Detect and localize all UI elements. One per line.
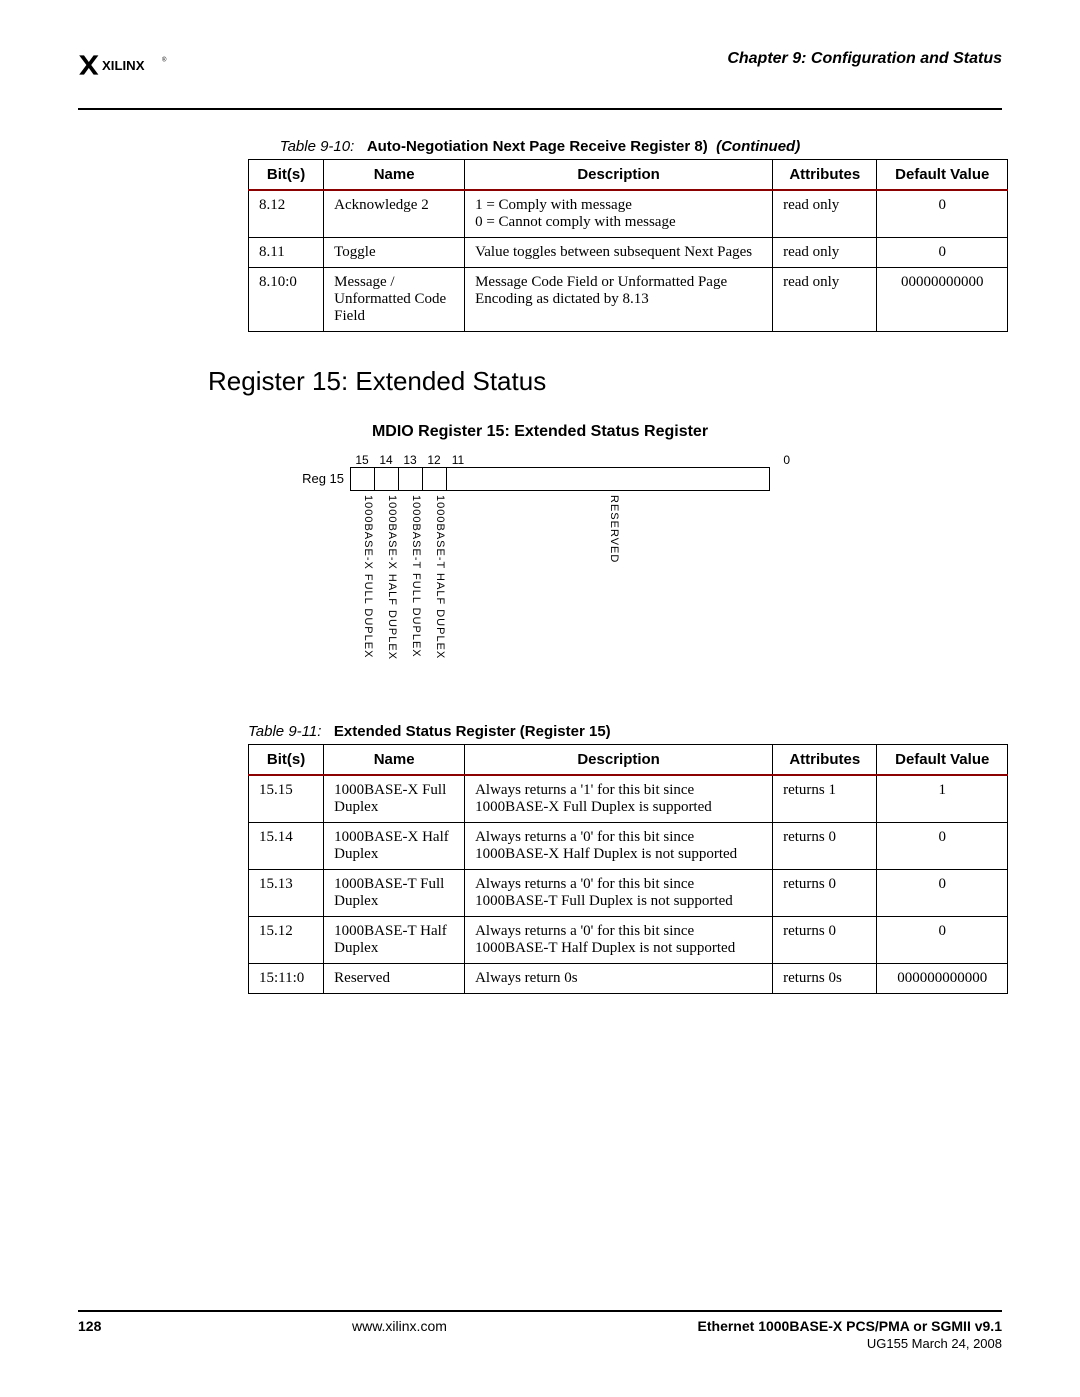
bit-label: 1000BASE-T HALF DUPLEX [422,493,446,693]
register-diagram: 15 14 13 12 11 0 Reg 15 1000BASE-X FULL … [290,453,790,693]
bit-num-zero: 0 [766,453,790,467]
bit-num: 15 [350,453,374,467]
table1-caption: Table 9-10: Auto-Negotiation Next Page R… [78,138,1002,155]
diagram-title: MDIO Register 15: Extended Status Regist… [78,423,1002,441]
table-cell: read only [773,268,877,332]
table-cell: returns 0 [773,917,877,964]
table-cell: Always returns a '0' for this bit since … [465,823,773,870]
table2-th-desc: Description [465,745,773,776]
header-rule [78,108,1002,110]
table2: Bit(s) Name Description Attributes Defau… [248,744,1008,994]
reg-label: Reg 15 [290,467,350,486]
table-cell: 15.12 [249,917,324,964]
table-cell: 000000000000 [877,964,1008,994]
table-cell: returns 0s [773,964,877,994]
table-cell: Message Code Field or Unformatted Page E… [465,268,773,332]
table-cell: Reserved [324,964,465,994]
table1: Bit(s) Name Description Attributes Defau… [248,159,1008,332]
table2-th-bits: Bit(s) [249,745,324,776]
table-row: 15.131000BASE-T Full DuplexAlways return… [249,870,1008,917]
table1-th-attr: Attributes [773,160,877,191]
footer-url: www.xilinx.com [352,1318,447,1334]
table-row: 15.151000BASE-X Full DuplexAlways return… [249,775,1008,823]
table-cell: 0 [877,238,1008,268]
bit-label: 1000BASE-X FULL DUPLEX [350,493,374,693]
table-cell: read only [773,190,877,238]
bit-label: 1000BASE-X HALF DUPLEX [374,493,398,693]
table-row: 15.121000BASE-T Half DuplexAlways return… [249,917,1008,964]
table-cell: Always returns a '1' for this bit since … [465,775,773,823]
bit-num: 12 [422,453,446,467]
svg-text:XILINX: XILINX [102,58,145,73]
table-cell: Value toggles between subsequent Next Pa… [465,238,773,268]
table1-th-name: Name [324,160,465,191]
section-heading-extended-status: Register 15: Extended Status [208,366,1002,397]
table-cell: 15.14 [249,823,324,870]
reg-boxes [350,467,770,491]
table-cell: Always returns a '0' for this bit since … [465,870,773,917]
table-cell: read only [773,238,877,268]
table-cell: returns 0 [773,823,877,870]
bit-cell [423,468,447,490]
bit-num: 14 [374,453,398,467]
table-row: 8.11ToggleValue toggles between subseque… [249,238,1008,268]
table-cell: Toggle [324,238,465,268]
table-cell: 8.10:0 [249,268,324,332]
table1-th-desc: Description [465,160,773,191]
bit-cell [351,468,375,490]
table-cell: 0 [877,917,1008,964]
svg-text:®: ® [162,56,167,63]
footer-rule [78,1310,1002,1312]
bit-cell [375,468,399,490]
bit-num: 11 [446,453,470,467]
table-cell: 1 = Comply with message0 = Cannot comply… [465,190,773,238]
table-row: 8.12Acknowledge 21 = Comply with message… [249,190,1008,238]
table-row: 8.10:0Message / Unformatted Code FieldMe… [249,268,1008,332]
table-cell: returns 1 [773,775,877,823]
doc-title: Ethernet 1000BASE-X PCS/PMA or SGMII v9.… [698,1318,1002,1334]
table-cell: 15.13 [249,870,324,917]
table-cell: 00000000000 [877,268,1008,332]
reserved-block [447,468,769,490]
table-cell: 1000BASE-T Half Duplex [324,917,465,964]
table-cell: 0 [877,190,1008,238]
table-cell: 0 [877,823,1008,870]
table-cell: 1000BASE-T Full Duplex [324,870,465,917]
table-cell: 15:11:0 [249,964,324,994]
table-row: 15:11:0ReservedAlways return 0sreturns 0… [249,964,1008,994]
table-cell: 8.11 [249,238,324,268]
table-cell: Acknowledge 2 [324,190,465,238]
brand-logo: XILINX ® [78,50,198,80]
table2-caption: Table 9-11: Extended Status Register (Re… [248,723,1002,740]
page-number: 128 [78,1318,101,1334]
chapter-title: Chapter 9: Configuration and Status [727,50,1002,68]
table1-th-bits: Bit(s) [249,160,324,191]
table2-th-attr: Attributes [773,745,877,776]
table1-th-def: Default Value [877,160,1008,191]
page-footer: 128 www.xilinx.com Ethernet 1000BASE-X P… [78,1310,1002,1351]
bit-label: 1000BASE-T FULL DUPLEX [398,493,422,693]
table-cell: 0 [877,870,1008,917]
table-row: 15.141000BASE-X Half DuplexAlways return… [249,823,1008,870]
table-cell: 1000BASE-X Half Duplex [324,823,465,870]
bit-cell [399,468,423,490]
reserved-label: RESERVED [596,493,620,693]
table-cell: Always returns a '0' for this bit since … [465,917,773,964]
table-cell: 1000BASE-X Full Duplex [324,775,465,823]
table-cell: 15.15 [249,775,324,823]
table-cell: returns 0 [773,870,877,917]
table-cell: 1 [877,775,1008,823]
table2-th-def: Default Value [877,745,1008,776]
table-cell: Always return 0s [465,964,773,994]
doc-sub: UG155 March 24, 2008 [867,1336,1002,1351]
table-cell: 8.12 [249,190,324,238]
table-cell: Message / Unformatted Code Field [324,268,465,332]
table2-th-name: Name [324,745,465,776]
bit-num: 13 [398,453,422,467]
